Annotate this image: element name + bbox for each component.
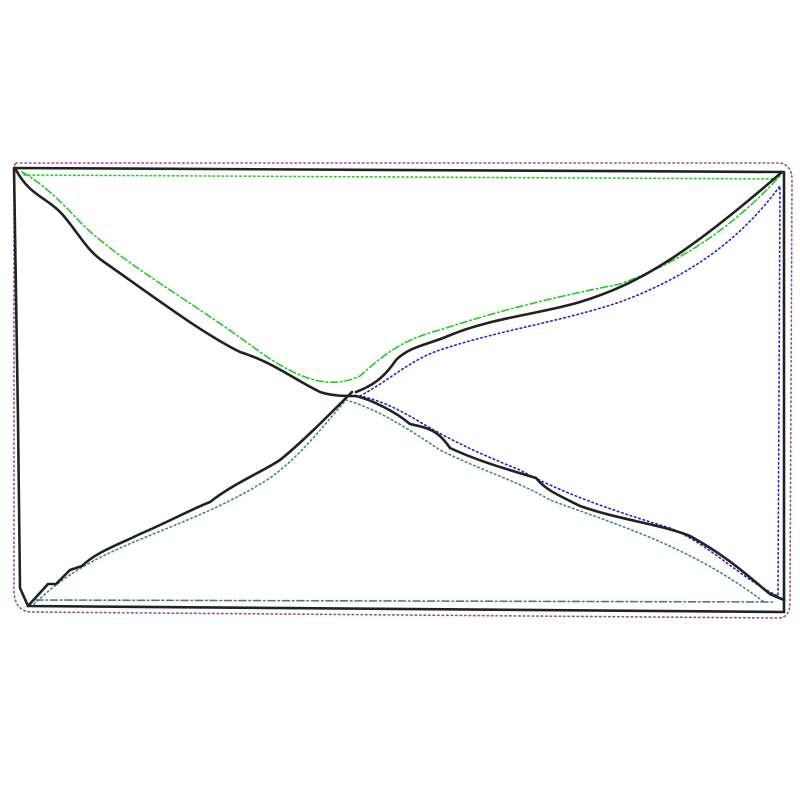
- flap-outline-stroke: [21, 171, 781, 384]
- flap-right-stroke: [354, 170, 784, 394]
- right-flap-outline-stroke: [359, 185, 781, 597]
- lower-diagonal-outline-stroke: [33, 399, 765, 605]
- diagonal-bottom-right-stroke: [354, 394, 786, 602]
- diagonal-bottom-left-stroke: [26, 390, 354, 608]
- outer-outline-stroke: [13, 162, 793, 619]
- flap-left-stroke: [14, 168, 358, 398]
- bottom-edge-outline-stroke: [35, 599, 775, 603]
- top-edge-outline-stroke: [23, 174, 777, 180]
